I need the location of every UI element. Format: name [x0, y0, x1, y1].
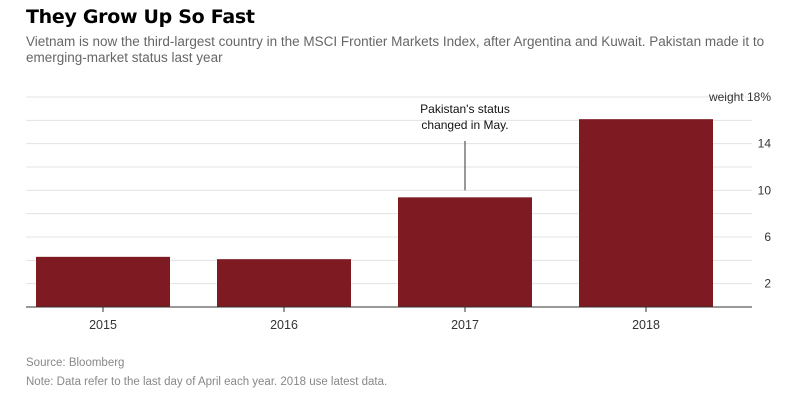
annotations: Pakistan's status changed in May.: [420, 102, 510, 191]
x-tick-label: 2018: [632, 318, 660, 332]
x-tick-label: 2016: [270, 318, 298, 332]
bar-2015: [36, 256, 170, 307]
y-tick-label: 6: [764, 230, 771, 244]
y-tick-label: 2: [764, 277, 771, 291]
source-note: Source: Bloomberg: [26, 357, 125, 369]
annotation-text: changed in May.: [421, 118, 508, 132]
axes: 2 6 10 14 weight 18% 2015 2016 2017 2018: [26, 90, 771, 332]
bar-2018: [579, 119, 713, 308]
x-tick-label: 2017: [451, 318, 479, 332]
y-tick-label: weight 18%: [708, 90, 771, 104]
y-tick-label: 14: [758, 137, 772, 151]
x-tick-label: 2015: [89, 318, 117, 332]
chart-title: They Grow Up So Fast: [26, 6, 255, 28]
bar-2017: [398, 197, 532, 307]
bars: [36, 119, 713, 308]
bar-2016: [217, 259, 351, 307]
footnote: Note: Data refer to the last day of Apri…: [26, 376, 388, 388]
chart-subtitle: Vietnam is now the third-largest country…: [26, 34, 765, 65]
y-tick-label: 10: [758, 183, 772, 197]
annotation-text: Pakistan's status: [420, 102, 510, 116]
